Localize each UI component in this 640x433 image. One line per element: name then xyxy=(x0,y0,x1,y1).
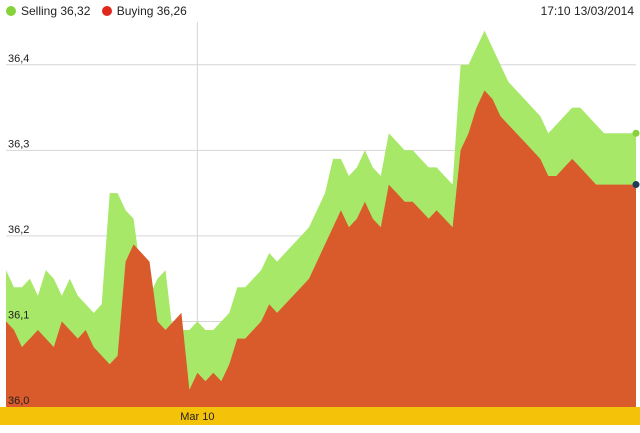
legend-item-selling: Selling 36,32 xyxy=(6,4,90,18)
selling-dot-icon xyxy=(6,6,16,16)
y-tick-label: 36,4 xyxy=(8,53,29,65)
legend-label-buying: Buying 36,26 xyxy=(116,4,187,18)
legend-label-selling: Selling 36,32 xyxy=(21,4,91,18)
buying-dot-icon xyxy=(101,6,112,16)
selling-last-point xyxy=(632,129,640,137)
legend-item-buying: Buying 36,26 xyxy=(101,4,187,18)
y-tick-label: 36,2 xyxy=(8,224,29,236)
buying-last-point xyxy=(632,181,640,189)
y-tick-label: 36,0 xyxy=(8,395,29,407)
time-axis-band xyxy=(0,407,640,425)
x-tick-label: Mar 10 xyxy=(180,411,214,423)
y-tick-label: 36,1 xyxy=(8,309,29,321)
y-tick-label: 36,3 xyxy=(8,138,29,150)
legend: Selling 36,32 Buying 36,26 xyxy=(6,4,195,19)
buying-area xyxy=(6,90,636,408)
timestamp: 17:10 13/03/2014 xyxy=(540,4,634,18)
